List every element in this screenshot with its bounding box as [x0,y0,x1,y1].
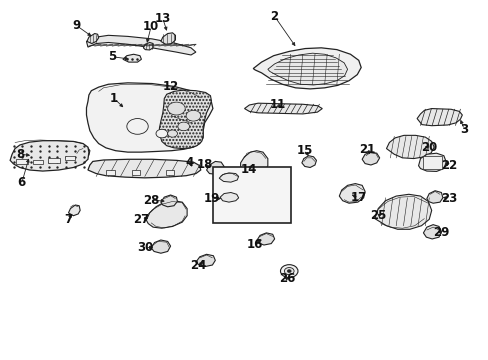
Polygon shape [219,173,238,182]
Polygon shape [87,33,99,44]
Text: 27: 27 [133,213,149,226]
Polygon shape [253,48,361,89]
Polygon shape [423,225,441,239]
Polygon shape [86,35,196,55]
Circle shape [126,118,148,134]
Polygon shape [386,135,433,158]
Text: 21: 21 [358,144,374,157]
Bar [47,158,60,163]
Polygon shape [339,184,365,203]
Bar [423,156,441,169]
Polygon shape [68,205,80,216]
Bar [16,158,28,164]
Polygon shape [146,201,187,228]
Polygon shape [362,152,379,165]
Circle shape [280,265,297,278]
Circle shape [167,102,185,115]
Polygon shape [196,254,215,266]
Text: 9: 9 [73,19,81,32]
Bar [64,156,75,160]
Text: 7: 7 [64,213,72,226]
Circle shape [287,270,290,273]
Text: 16: 16 [246,238,263,251]
Polygon shape [240,151,267,176]
Polygon shape [220,193,238,202]
Polygon shape [88,159,201,178]
Polygon shape [75,148,90,158]
Bar [131,170,140,175]
Text: 24: 24 [190,259,206,272]
Polygon shape [151,240,170,253]
Text: 18: 18 [196,158,212,171]
Text: 2: 2 [270,10,278,23]
Text: 12: 12 [162,80,178,93]
Text: 6: 6 [18,176,26,189]
Text: 22: 22 [441,159,457,172]
Text: 8: 8 [17,148,25,161]
Polygon shape [122,54,141,62]
Text: 28: 28 [142,194,159,207]
Text: 4: 4 [185,156,194,169]
Text: 11: 11 [269,98,285,111]
Polygon shape [161,195,177,207]
Bar [106,170,115,175]
Bar [33,159,42,164]
Circle shape [178,122,189,131]
Bar [212,167,290,223]
Polygon shape [256,233,274,245]
Polygon shape [161,33,175,44]
Polygon shape [206,161,224,174]
Text: 5: 5 [108,50,116,63]
Polygon shape [10,141,89,171]
Bar [165,170,174,175]
Text: 15: 15 [297,144,313,157]
Text: 1: 1 [110,92,118,105]
Text: 26: 26 [279,272,295,285]
Circle shape [186,111,201,121]
Polygon shape [416,109,461,126]
Text: 14: 14 [240,163,256,176]
Text: 17: 17 [350,192,366,204]
Polygon shape [143,42,153,50]
Text: 23: 23 [441,192,457,205]
Circle shape [156,129,167,138]
Text: 30: 30 [137,241,153,255]
Text: 25: 25 [369,209,386,222]
Polygon shape [418,153,446,171]
Text: 10: 10 [142,20,159,33]
Polygon shape [86,83,212,152]
Circle shape [167,130,177,137]
Polygon shape [267,53,347,85]
Text: 13: 13 [154,12,171,25]
Polygon shape [301,156,316,167]
Circle shape [284,267,293,275]
Text: 19: 19 [203,192,219,205]
Text: 20: 20 [420,141,436,154]
Polygon shape [159,90,211,149]
Polygon shape [244,103,322,114]
Polygon shape [426,191,442,203]
Text: 3: 3 [459,123,468,136]
Polygon shape [374,194,431,229]
Text: 29: 29 [432,226,448,239]
